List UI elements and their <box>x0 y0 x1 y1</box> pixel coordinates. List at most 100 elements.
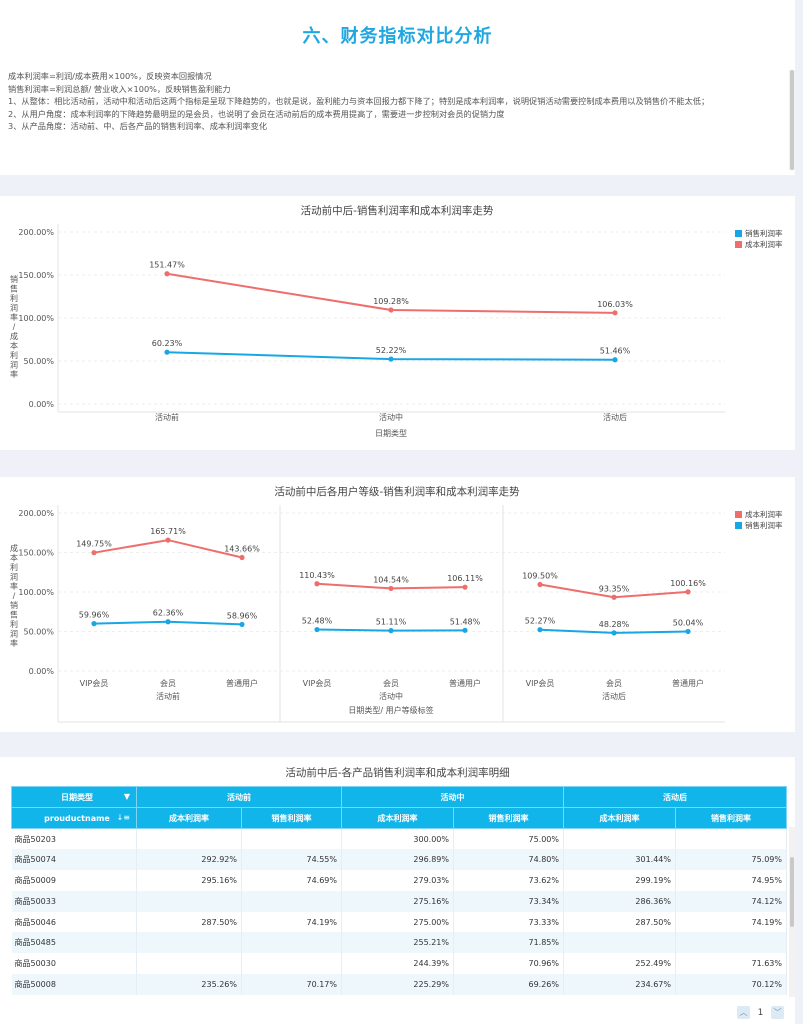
date-type-header[interactable]: 日期类型 ▼ <box>11 786 137 808</box>
value-cell: 234.67% <box>563 974 676 995</box>
data-point <box>314 626 320 633</box>
value-cell: 225.29% <box>341 974 454 995</box>
value-cell: 71.63% <box>675 953 787 975</box>
group-header: 活动中 <box>341 786 564 808</box>
sort-icon[interactable]: ↓≡ <box>116 813 130 822</box>
column-header[interactable]: 成本利润率 <box>563 807 676 829</box>
product-name-cell: 商品50485 <box>11 932 137 954</box>
table-row[interactable]: 商品50009 295.16% 74.69% 279.03% 73.62% 299.19%… <box>11 870 787 891</box>
x-tick-label: 普通用户 <box>226 678 258 688</box>
y-axis-title-char: 润 <box>10 303 18 313</box>
data-point <box>388 628 394 634</box>
value-cell: 75.00% <box>453 828 564 850</box>
data-point <box>612 357 618 363</box>
dropdown-triangle-icon[interactable]: ▼ <box>123 792 130 801</box>
y-axis-title-char: 率 <box>10 638 18 648</box>
value-cell <box>136 890 242 912</box>
table-row[interactable]: 商品50203 300.00% 75.00% <box>11 828 787 850</box>
x-tick-label: VIP会员 <box>303 678 332 688</box>
y-axis-title-char: 润 <box>10 572 18 582</box>
value-cell <box>241 828 342 850</box>
x-tick-label: 会员 <box>606 678 622 688</box>
value-cell: 275.16% <box>341 890 454 912</box>
table-row[interactable]: 商品50485 255.21% 71.85% <box>11 932 787 954</box>
value-cell: 73.34% <box>453 890 564 912</box>
table-row[interactable]: 商品50030 244.39% 70.96% 252.49% 71.63% <box>11 953 787 975</box>
y-axis-title-char: 利 <box>10 350 18 360</box>
product-name-header[interactable]: prouductname ↓≡ <box>11 807 137 829</box>
data-label: 60.23% <box>152 339 183 348</box>
y-axis-title-char: 率 <box>10 312 18 322</box>
value-cell: 74.80% <box>453 849 564 871</box>
next-page-icon[interactable]: ﹀ <box>771 1006 784 1019</box>
column-header[interactable]: 销售利润率 <box>241 807 342 829</box>
series-line <box>166 272 616 314</box>
data-label: 50.04% <box>673 618 704 627</box>
column-header[interactable]: 成本利润率 <box>341 807 454 829</box>
group-header: 活动后 <box>563 786 787 808</box>
product-name-cell: 商品50074 <box>11 849 137 871</box>
data-point <box>388 307 394 313</box>
legend-swatch <box>735 522 742 529</box>
product-name-cell: 商品50008 <box>11 974 137 995</box>
y-tick-label: 100.00% <box>18 314 54 323</box>
product-name-header-label: prouductname <box>44 813 110 823</box>
value-cell: 70.17% <box>241 974 342 995</box>
table-scrollbar[interactable] <box>789 827 795 997</box>
date-type-header-label: 日期类型 <box>61 792 93 802</box>
data-point <box>537 627 543 633</box>
column-header[interactable]: 成本利润率 <box>136 807 242 829</box>
data-label: 51.48% <box>450 617 481 626</box>
value-cell <box>563 932 676 954</box>
data-point <box>91 621 97 627</box>
prev-page-icon[interactable]: ︿ <box>737 1006 750 1019</box>
table-row[interactable]: 商品50046 287.50% 74.19% 275.00% 73.33% 287.50%… <box>11 911 787 933</box>
y-axis-title-char: 销 <box>10 274 18 284</box>
y-tick-label: 50.00% <box>23 628 54 637</box>
column-header[interactable]: 销售利润率 <box>453 807 564 829</box>
data-label: 59.96% <box>79 611 110 620</box>
x-tick-label: 活动前 <box>155 412 179 422</box>
value-cell <box>136 953 242 975</box>
value-cell: 75.09% <box>675 849 787 871</box>
value-cell: 295.16% <box>136 870 242 891</box>
legend-label: 成本利润率 <box>745 509 783 519</box>
value-cell <box>675 932 787 954</box>
value-cell: 235.26% <box>136 974 242 995</box>
value-cell: 279.03% <box>341 870 454 891</box>
data-label: 51.11% <box>376 618 407 627</box>
data-label: 109.50% <box>522 571 558 580</box>
x-tick-label: VIP会员 <box>80 678 109 688</box>
table-row[interactable]: 商品50008 235.26% 70.17% 225.29% 69.26% 234.67%… <box>11 974 787 995</box>
y-axis-title-char: 本 <box>10 553 18 563</box>
data-point <box>165 537 171 543</box>
value-cell: 292.92% <box>136 849 242 871</box>
value-cell <box>241 953 342 975</box>
table-row[interactable]: 商品50074 292.92% 74.55% 296.89% 74.80% 301.44%… <box>11 849 787 871</box>
product-name-cell: 商品50033 <box>11 890 137 912</box>
data-label: 106.03% <box>597 300 633 309</box>
data-label: 52.22% <box>376 346 407 355</box>
note-line: 1、从整体：相比活动前，活动中和活动后这两个指标是呈现下降趋势的，也就是说，盈利… <box>8 96 710 107</box>
value-cell <box>675 828 787 850</box>
x-tick-label: 普通用户 <box>449 678 481 688</box>
notes-scrollbar-thumb[interactable] <box>790 70 794 170</box>
data-point <box>164 349 170 355</box>
page-title: 六、财务指标对比分析 <box>302 26 493 47</box>
data-point <box>314 581 320 587</box>
data-label: 58.96% <box>227 611 258 620</box>
group-header: 活动前 <box>136 786 342 808</box>
value-cell: 74.12% <box>675 890 787 912</box>
table-row[interactable]: 商品50033 275.16% 73.34% 286.36% 74.12% <box>11 890 787 912</box>
x-tick-label: 活动中 <box>379 412 403 422</box>
y-axis-title-char: 润 <box>10 629 18 639</box>
table-scrollbar-thumb[interactable] <box>790 857 794 927</box>
data-point <box>612 310 618 316</box>
data-label: 149.75% <box>76 540 112 549</box>
y-axis-title-char: 利 <box>10 562 18 572</box>
notes-scrollbar[interactable] <box>789 70 795 170</box>
y-axis-title-char: / <box>13 592 16 601</box>
column-header[interactable]: 销售利润率 <box>675 807 787 829</box>
page-number[interactable]: 1 <box>757 1008 764 1018</box>
analysis-header-panel: 六、财务指标对比分析 成本利润率=利润/成本费用×100%，反映资本回报情况 销… <box>0 0 795 175</box>
